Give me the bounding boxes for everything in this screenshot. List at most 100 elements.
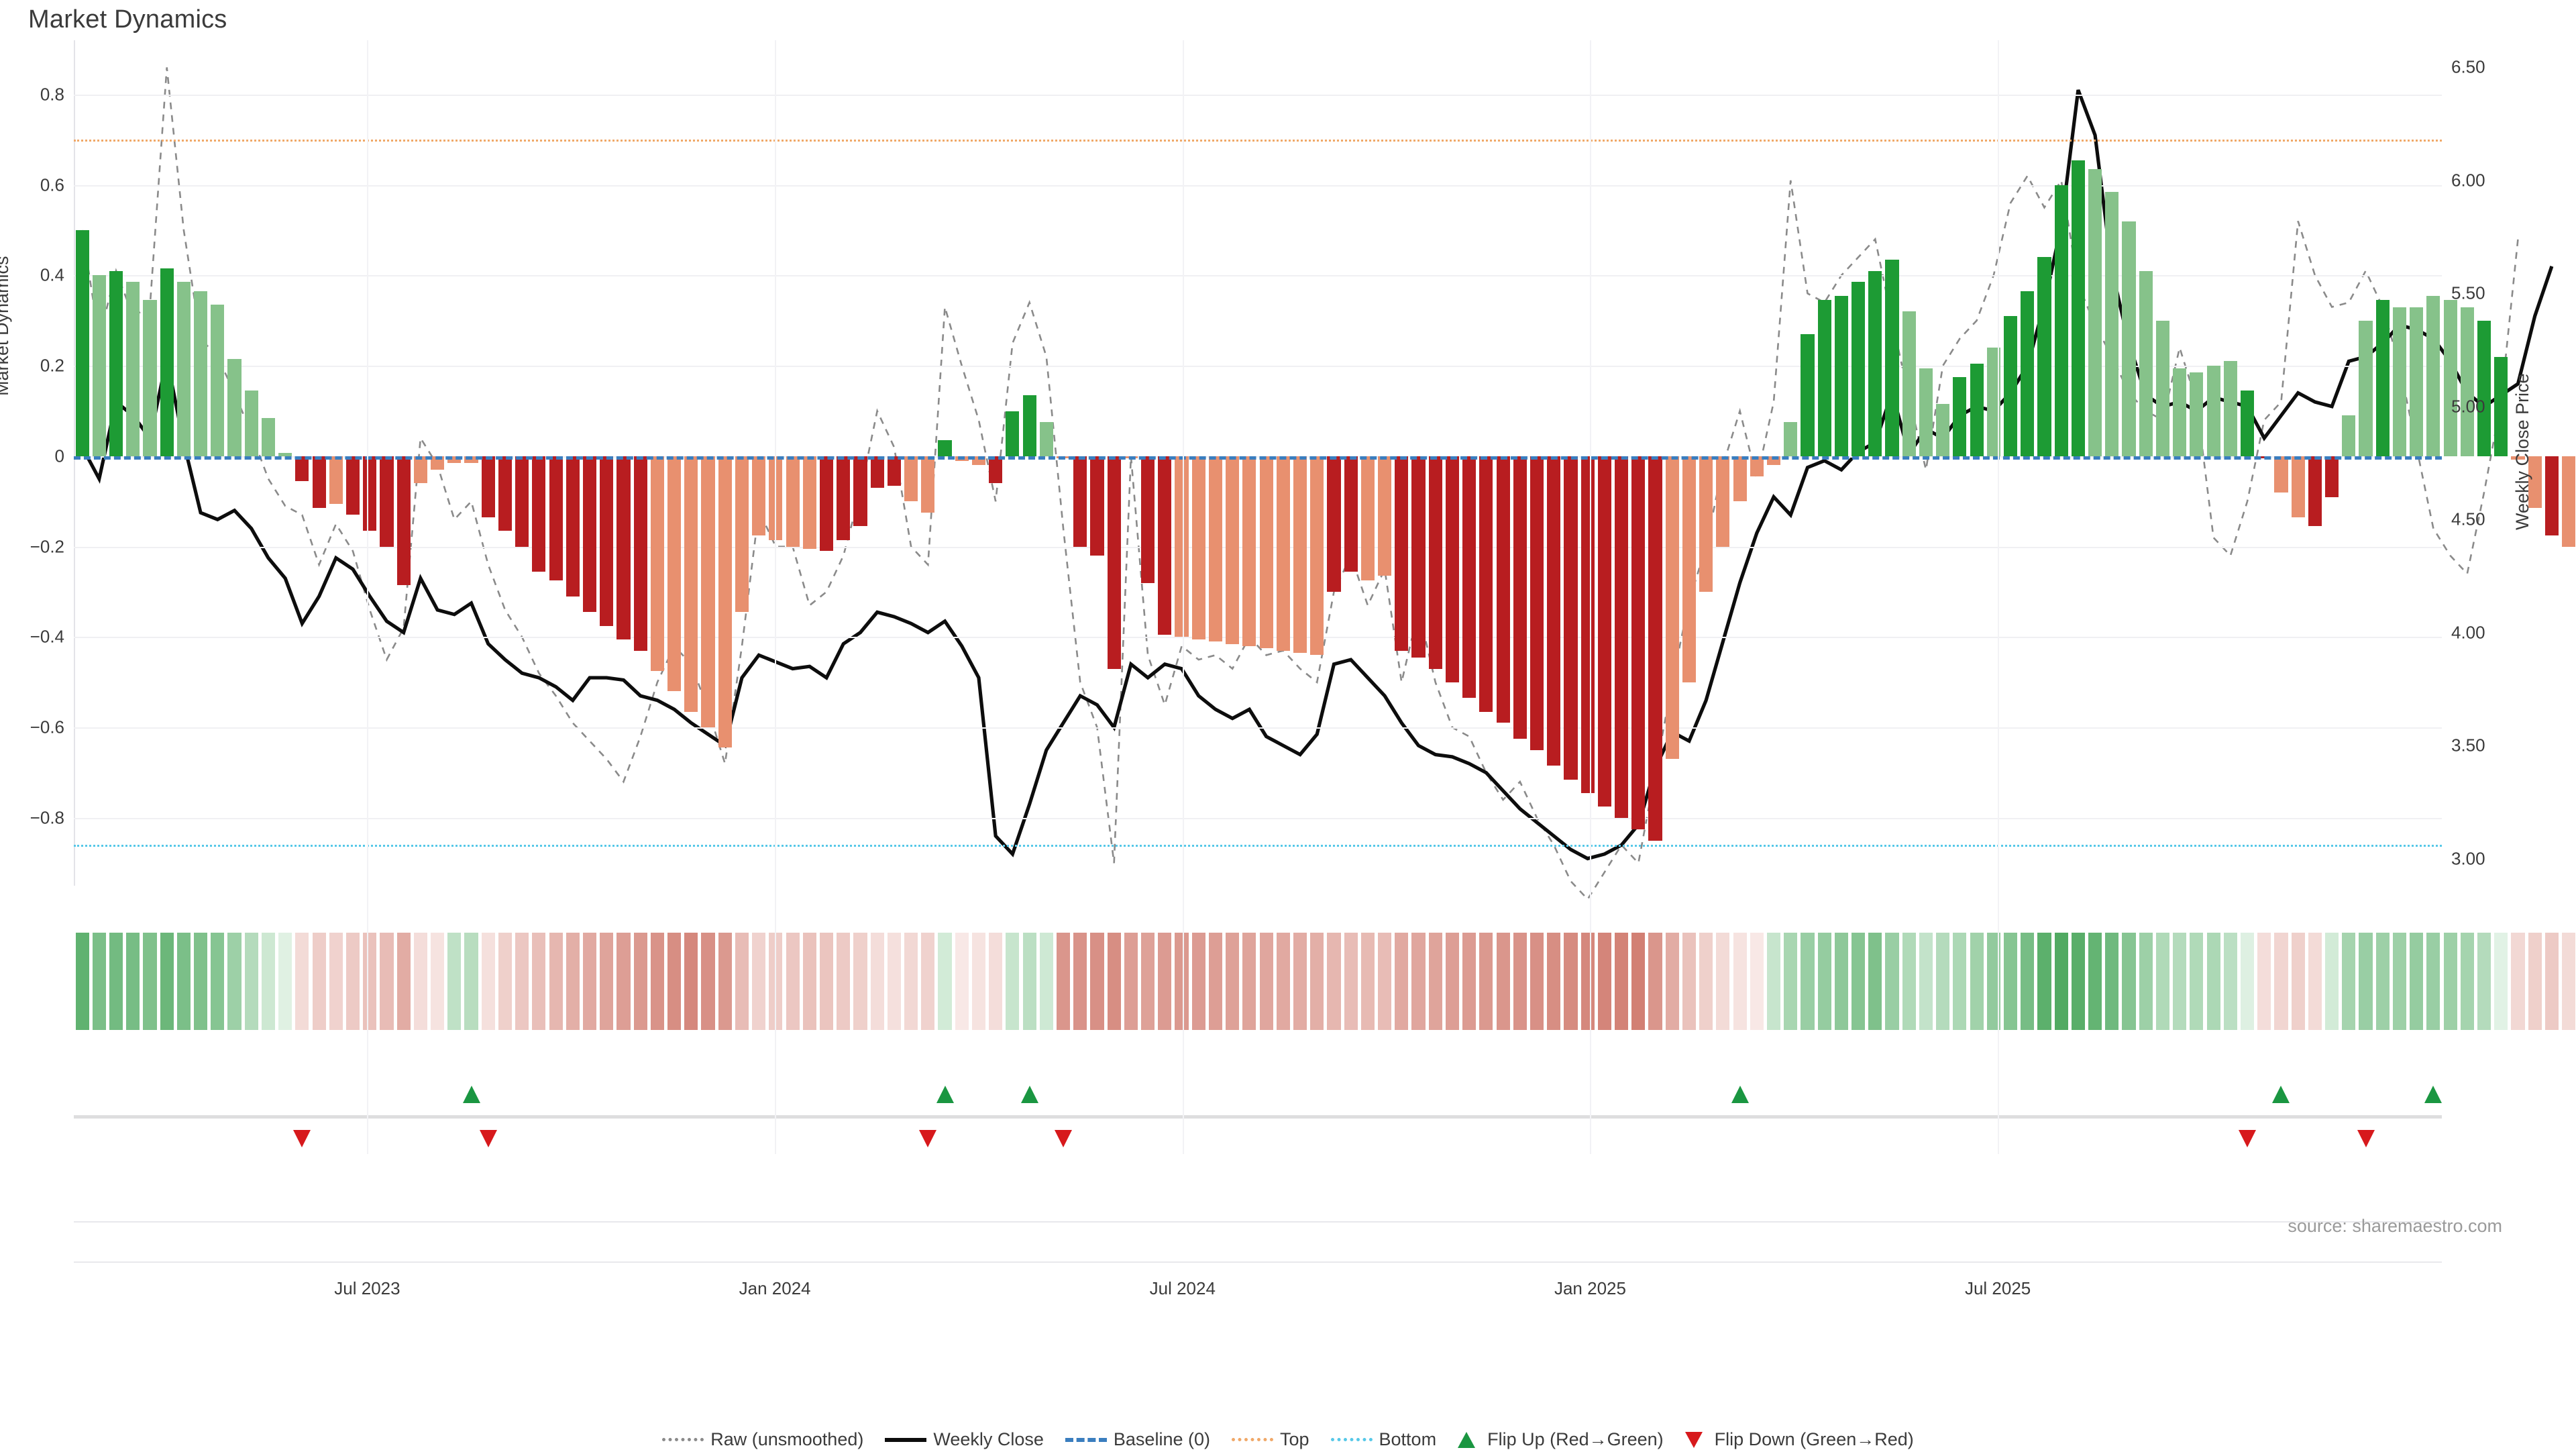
heatmap-cell [752,933,766,1030]
legend-item[interactable]: Raw (unsmoothed) [662,1429,863,1450]
x-axis-tick: Jul 2024 [1149,1278,1216,1298]
heatmap-cell [2291,933,2305,1030]
chart-bar [1428,456,1442,669]
heatmap-cell [2392,933,2407,1030]
chart-bar [1885,259,1899,456]
chart-bar [1615,456,1629,818]
heatmap-cell [1615,933,1629,1030]
legend-item[interactable]: Top [1231,1429,1309,1450]
legend-item-label: Baseline (0) [1113,1429,1210,1450]
heatmap-cell [194,933,208,1030]
chart-bar [2426,295,2440,456]
chart-bar [2223,361,2237,456]
flip-separator-line [74,1115,2442,1119]
chart-bar [802,456,816,550]
chart-bar [447,456,462,463]
heatmap-cell [413,933,427,1030]
heatmap-cell [582,933,597,1030]
heatmap-cell [1851,933,1866,1030]
chart-bar [2291,456,2305,517]
flip-up-marker [2272,1086,2290,1103]
chart-bar [837,456,851,540]
chart-bar [2274,456,2288,493]
heatmap-cell [92,933,106,1030]
heatmap-cell [2173,933,2187,1030]
heatmap-cell [2021,933,2035,1030]
heatmap-cell [701,933,715,1030]
legend-item[interactable]: Weekly Close [885,1429,1044,1450]
heatmap-cell [1665,933,1679,1030]
heatmap-cell [431,933,445,1030]
flip-down-marker [293,1130,311,1147]
heatmap-cell [1496,933,1510,1030]
legend-item-label: Raw (unsmoothed) [710,1429,864,1450]
chart-bar [2359,320,2373,456]
legend-item[interactable]: Baseline (0) [1065,1429,1210,1450]
chart-bar [1868,270,1882,456]
chart-bar [1259,456,1273,649]
heatmap-cell [1310,933,1324,1030]
heatmap-cell [2562,933,2576,1030]
heatmap-cell [1801,933,1815,1030]
y-axis-tick-left: 0.2 [40,355,64,376]
chart-bar [1310,456,1324,656]
chart-bar [2173,368,2187,456]
x-axis-tick: Jul 2023 [334,1278,400,1298]
legend-dotted-line-icon [1231,1438,1273,1442]
legend-triangle-up-icon [1458,1431,1476,1448]
heatmap-cell [1479,933,1493,1030]
chart-bar [2494,356,2508,456]
chart-bar [1191,456,1205,639]
chart-bar [2206,366,2220,456]
heatmap-cell [2410,933,2424,1030]
flip-up-marker [2424,1086,2443,1103]
chart-bar [532,456,546,572]
chart-bar [853,456,867,527]
heatmap-cell [2088,933,2102,1030]
chart-bar [1226,456,1240,644]
legend-item[interactable]: Flip Up (Red→Green) [1458,1429,1664,1450]
y-axis-tick-right: 4.00 [2451,622,2485,643]
chart-bar [92,275,106,456]
heatmap-cell [143,933,157,1030]
heatmap-cell [1834,933,1848,1030]
chart-bar [819,456,834,552]
heatmap-cell [1547,933,1561,1030]
heatmap-cell [1936,933,1950,1030]
gridline [74,727,2442,729]
chart-bar [1716,456,1730,547]
heatmap-cell [2155,933,2170,1030]
chart-bar [718,456,732,748]
chart-bar [160,268,174,456]
heatmap-cell [1868,933,1882,1030]
chart-bar [431,456,445,470]
chart-bar [211,305,225,456]
legend-dotted-line-icon [662,1438,704,1442]
chart-bar [1462,456,1477,698]
chart-bar [2528,456,2542,509]
chart-bar [2443,300,2457,456]
heatmap-cell [1056,933,1071,1030]
chart-bar [345,456,360,515]
x-gridline [1998,40,2000,1154]
gridline [74,817,2442,819]
heatmap-cell [1462,933,1477,1030]
chart-bar [1750,456,1764,477]
chart-bar [498,456,513,531]
heatmap-cell [363,933,377,1030]
legend-item[interactable]: Flip Down (Green→Red) [1684,1429,1914,1450]
chart-bar [870,456,884,488]
y-axis-tick-left: −0.2 [30,536,64,557]
legend-item[interactable]: Bottom [1330,1429,1436,1450]
chart-legend: Raw (unsmoothed) Weekly Close Baseline (0)… [0,1428,2576,1450]
x-axis-tick: Jan 2024 [739,1278,811,1298]
heatmap-cell [1158,933,1172,1030]
chart-bar [887,456,901,486]
x-gridline [1590,40,1592,1154]
chart-bar [227,359,241,456]
chart-bar [2410,307,2424,456]
heatmap-cell [1006,933,1020,1030]
chart-bar [1276,456,1290,651]
chart-bar [566,456,580,597]
heatmap-cell [2494,933,2508,1030]
